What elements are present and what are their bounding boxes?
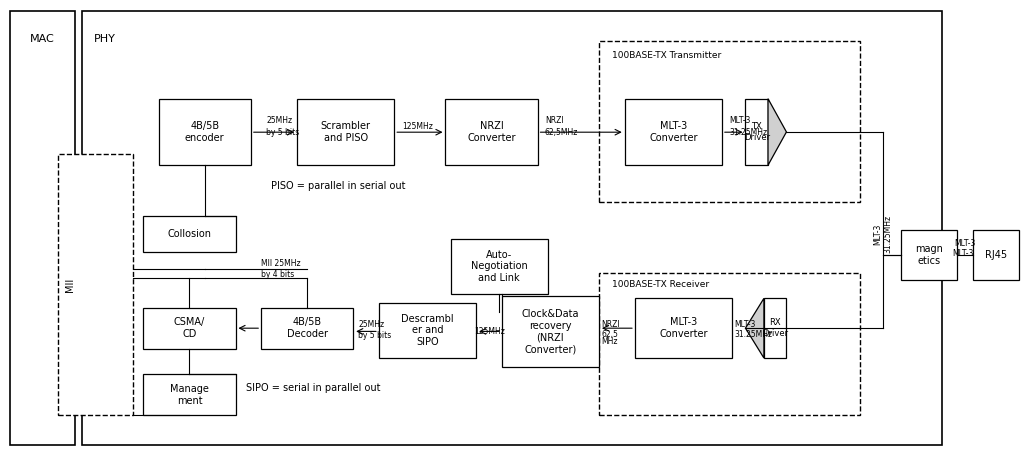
Text: MLT-3: MLT-3 bbox=[729, 116, 751, 125]
Bar bbox=[745, 99, 768, 165]
Text: 4B/5B
Decoder: 4B/5B Decoder bbox=[287, 317, 328, 339]
Text: MLT-3
Converter: MLT-3 Converter bbox=[649, 121, 697, 143]
Bar bbox=[764, 298, 786, 358]
Bar bbox=[451, 239, 548, 294]
Text: MLT-3
Converter: MLT-3 Converter bbox=[659, 317, 708, 339]
Text: PISO = parallel in serial out: PISO = parallel in serial out bbox=[271, 181, 406, 191]
Text: 31.25MHz: 31.25MHz bbox=[729, 128, 767, 137]
Polygon shape bbox=[745, 298, 764, 358]
Bar bbox=[445, 99, 538, 165]
Bar bbox=[10, 11, 75, 445]
Bar bbox=[143, 374, 236, 415]
Text: 125MHz: 125MHz bbox=[474, 327, 505, 336]
Text: RX
Driver: RX Driver bbox=[762, 319, 788, 338]
Text: CSMA/
CD: CSMA/ CD bbox=[174, 317, 205, 339]
Bar bbox=[143, 216, 236, 252]
Text: by 4 bits: by 4 bits bbox=[261, 269, 294, 279]
Bar bbox=[297, 99, 394, 165]
Text: MLT-3: MLT-3 bbox=[954, 239, 976, 248]
Text: by 5 bits: by 5 bits bbox=[358, 331, 391, 341]
Bar bbox=[901, 230, 957, 280]
Text: MLT-3
31.25MHz: MLT-3 31.25MHz bbox=[873, 215, 892, 253]
Polygon shape bbox=[768, 99, 786, 165]
Text: 125MHz: 125MHz bbox=[402, 122, 433, 131]
Text: 31.25MHz: 31.25MHz bbox=[734, 330, 772, 339]
Bar bbox=[159, 99, 251, 165]
Text: MAC: MAC bbox=[30, 34, 55, 45]
Bar bbox=[599, 273, 860, 415]
Text: PHY: PHY bbox=[94, 34, 116, 45]
Bar bbox=[625, 99, 722, 165]
Text: magn
etics: magn etics bbox=[915, 244, 943, 266]
Text: Auto-
Negotiation
and Link: Auto- Negotiation and Link bbox=[471, 250, 527, 283]
Text: MII 25MHz: MII 25MHz bbox=[261, 259, 301, 269]
Text: 100BASE-TX Receiver: 100BASE-TX Receiver bbox=[612, 280, 710, 289]
Text: 100BASE-TX Transmitter: 100BASE-TX Transmitter bbox=[612, 51, 722, 61]
Text: Manage
ment: Manage ment bbox=[170, 384, 209, 406]
Text: 62,5MHz: 62,5MHz bbox=[545, 128, 579, 137]
Text: 25MHz: 25MHz bbox=[266, 116, 293, 125]
Bar bbox=[143, 308, 236, 349]
Text: RJ45: RJ45 bbox=[985, 250, 1007, 260]
Text: NRZI: NRZI bbox=[545, 116, 563, 125]
Text: 25MHz: 25MHz bbox=[358, 320, 385, 330]
Text: Scrambler
and PISO: Scrambler and PISO bbox=[321, 121, 371, 143]
Text: SIPO = serial in parallel out: SIPO = serial in parallel out bbox=[246, 383, 380, 393]
Bar bbox=[502, 296, 599, 367]
Text: Descrambl
er and
SIPO: Descrambl er and SIPO bbox=[401, 314, 454, 347]
Bar bbox=[635, 298, 732, 358]
Text: MHz: MHz bbox=[601, 337, 617, 347]
Bar bbox=[973, 230, 1019, 280]
Text: NRZI
Converter: NRZI Converter bbox=[467, 121, 516, 143]
Bar bbox=[82, 11, 942, 445]
Text: Collosion: Collosion bbox=[168, 229, 211, 239]
Text: MII: MII bbox=[66, 277, 75, 292]
Text: NRZI: NRZI bbox=[601, 320, 620, 330]
Text: Clock&Data
recovery
(NRZI
Converter): Clock&Data recovery (NRZI Converter) bbox=[521, 309, 580, 354]
Bar bbox=[599, 41, 860, 202]
Bar bbox=[58, 154, 133, 415]
Text: by 5 bits: by 5 bits bbox=[266, 128, 299, 137]
Text: 4B/5B
encoder: 4B/5B encoder bbox=[185, 121, 224, 143]
Bar bbox=[379, 303, 476, 358]
Text: 62,5: 62,5 bbox=[601, 330, 617, 339]
Bar bbox=[261, 308, 353, 349]
Text: MLT-3: MLT-3 bbox=[734, 320, 756, 330]
Text: MLT-3: MLT-3 bbox=[952, 249, 973, 258]
Text: TX
Driver: TX Driver bbox=[743, 122, 770, 142]
